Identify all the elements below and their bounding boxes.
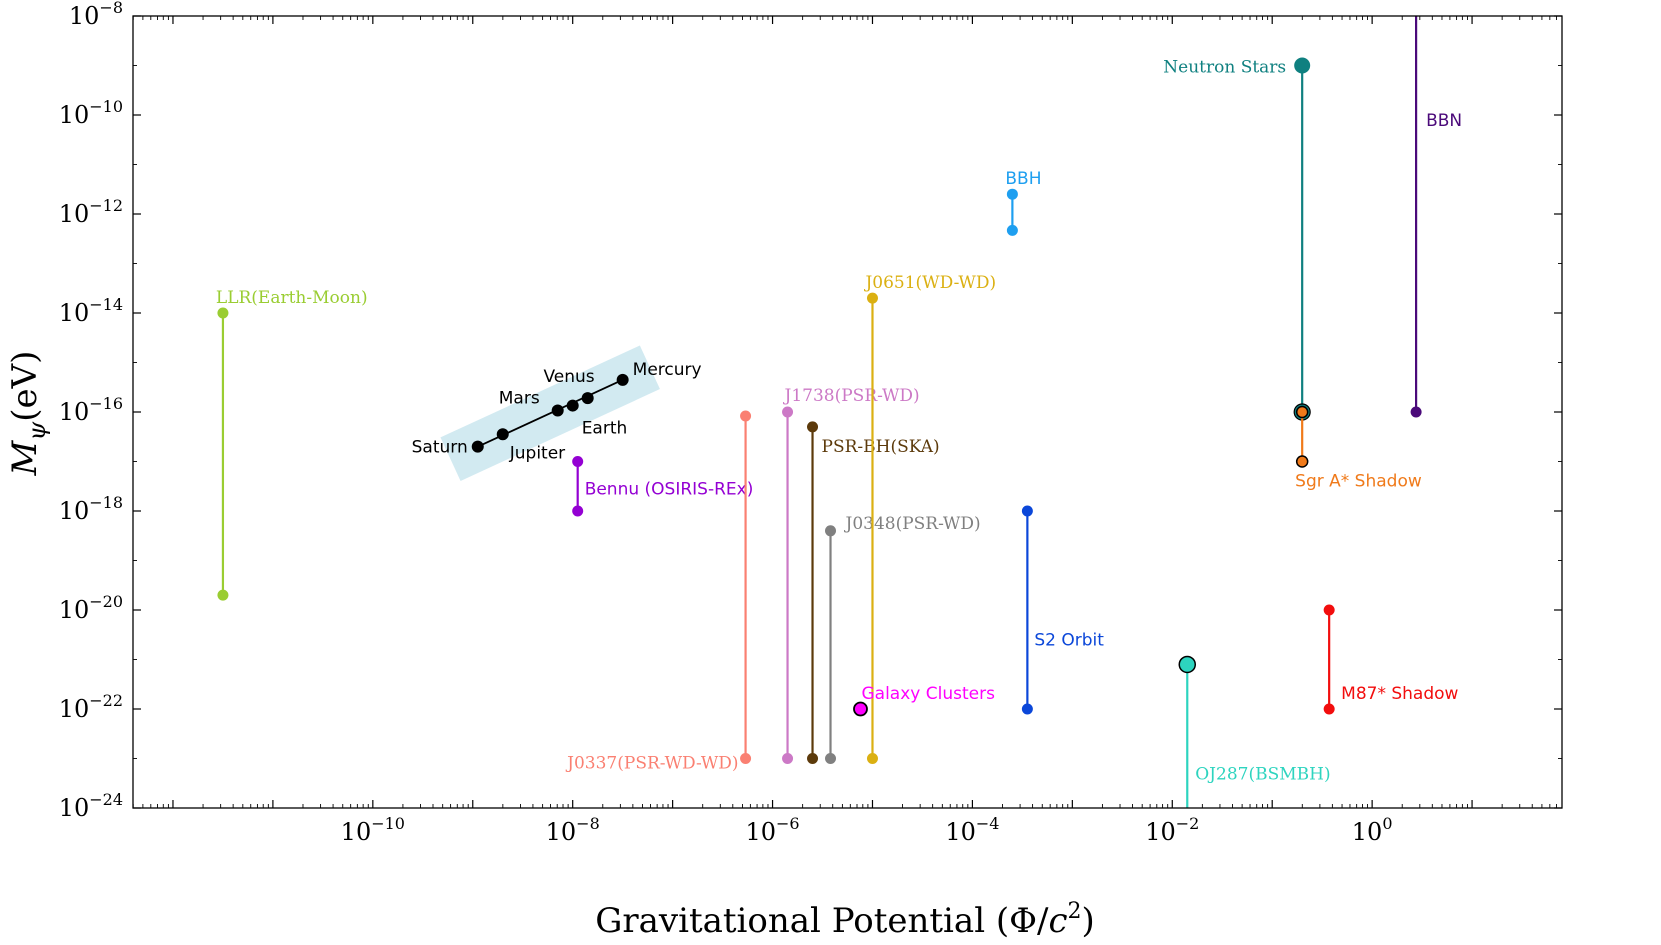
series-label: S2 Orbit	[1034, 631, 1104, 651]
series-label: J0337(PSR-WD-WD)	[565, 754, 738, 774]
series-label: J0651(WD-WD)	[863, 273, 996, 293]
series-marker	[1021, 505, 1033, 517]
x-tick-label: 10−10	[341, 814, 405, 846]
series-marker	[782, 753, 794, 764]
planet-marker	[551, 404, 564, 417]
series-marker	[825, 753, 837, 764]
series-label: PSR-BH(SKA)	[822, 437, 940, 457]
series-label: Sgr A* Shadow	[1295, 472, 1422, 492]
planet-label: Jupiter	[509, 443, 565, 463]
series-marker	[217, 589, 229, 601]
planet-marker	[496, 428, 509, 441]
series-marker	[1006, 224, 1018, 236]
tick-layer: 10−10 10−8 10−6 10−4 10−2 100 10−8 10−10 10−12 10…	[59, 0, 1562, 846]
series-marker	[1006, 188, 1018, 200]
planet-label: Mercury	[633, 360, 702, 380]
planet-label: Mars	[499, 389, 540, 409]
y-tick-label: 10−14	[59, 295, 123, 327]
series-label: OJ287(BSMBH)	[1195, 764, 1330, 784]
planet-label: Venus	[543, 367, 594, 387]
series-label: BBN	[1426, 111, 1462, 131]
plot-layer: Saturn Jupiter Mars Earth Venus Mercury LLR(Ea…	[216, 16, 1462, 808]
planet-marker	[581, 392, 594, 405]
planet-marker	[616, 373, 629, 386]
series-label: LLR(Earth-Moon)	[216, 288, 368, 308]
x-tick-label: 10−2	[1145, 814, 1199, 846]
y-tick-label: 10−22	[59, 691, 123, 723]
series-marker	[740, 410, 752, 422]
series-label: J1738(PSR-WD)	[783, 386, 920, 406]
series-label: Bennu (OSIRIS-REx)	[585, 480, 754, 500]
x-tick-label: 10−6	[745, 814, 799, 846]
series-marker	[1323, 604, 1335, 616]
y-tick-label: 10−18	[59, 493, 123, 525]
series-marker	[825, 525, 837, 537]
series-marker	[1295, 405, 1309, 419]
series-label: Neutron Stars	[1163, 58, 1286, 78]
series-label: J0348(PSR-WD)	[844, 514, 981, 534]
y-tick-label: 10−12	[59, 196, 123, 228]
y-axis-title: Mψ(eV)	[5, 351, 51, 477]
x-tick-label: 100	[1352, 814, 1393, 846]
series-marker	[1410, 406, 1422, 418]
x-axis-title: Gravitational Potential (Φ/c2)	[595, 899, 1095, 941]
series-marker	[572, 505, 584, 517]
y-tick-label: 10−8	[69, 0, 123, 30]
series-marker	[782, 406, 794, 418]
y-tick-label: 10−16	[59, 394, 123, 426]
series-marker	[572, 456, 584, 467]
planet-label: Earth	[582, 419, 628, 439]
planet-label: Saturn	[412, 438, 468, 458]
y-tick-label: 10−24	[59, 790, 123, 822]
y-tick-label: 10−10	[59, 97, 123, 129]
series-marker	[807, 421, 819, 433]
series-marker	[1021, 703, 1033, 715]
series-marker	[217, 307, 229, 319]
series-label: M87* Shadow	[1341, 684, 1458, 704]
planet-marker	[566, 399, 579, 412]
series-marker	[866, 753, 878, 764]
series-marker	[1323, 703, 1335, 715]
series-marker	[866, 292, 878, 304]
single-marker	[853, 701, 868, 717]
series-marker	[1178, 655, 1197, 674]
y-tick-label: 10−20	[59, 592, 123, 624]
series-marker	[1294, 57, 1311, 74]
series-marker	[807, 753, 819, 764]
planet-marker	[471, 440, 484, 453]
single-label: Galaxy Clusters	[861, 684, 995, 704]
x-tick-label: 10−4	[945, 814, 999, 846]
series-label: BBH	[1005, 169, 1041, 189]
series-marker	[1295, 455, 1309, 468]
series-marker	[740, 753, 752, 764]
x-tick-label: 10−8	[546, 814, 600, 846]
